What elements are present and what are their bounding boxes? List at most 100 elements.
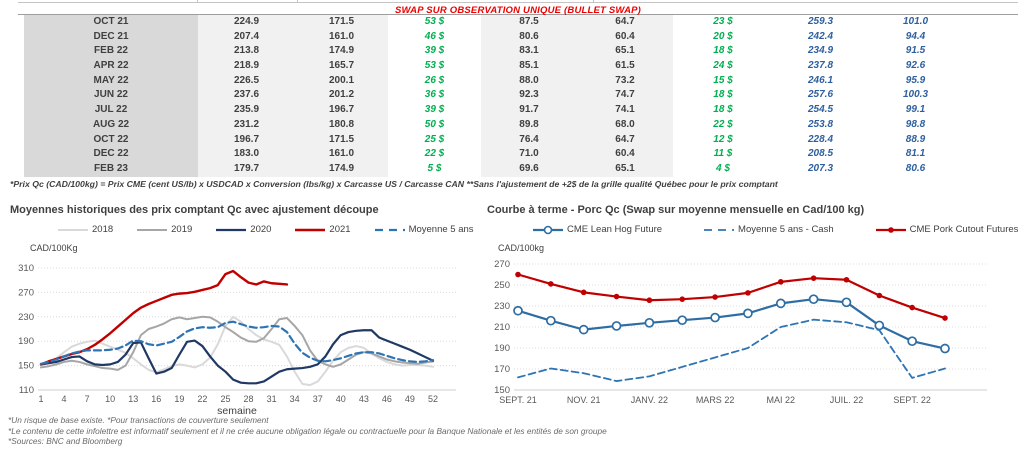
data-point-marker <box>613 293 620 300</box>
value-cell: 207.4 <box>198 29 295 45</box>
value-cell: 207.3 <box>807 162 834 174</box>
value-cell: 26 $ <box>424 74 445 86</box>
value-cell: 161.0 <box>295 147 388 162</box>
table-top-border <box>18 2 1018 3</box>
data-point-marker <box>548 281 554 287</box>
table-top-divider <box>197 0 198 3</box>
value-cell: 18 $ <box>713 45 733 57</box>
data-point-marker <box>940 343 950 354</box>
value-cell: 234.9 <box>807 45 834 57</box>
right-chart-title: Courbe à terme - Porc Qc (Swap sur moyen… <box>487 204 865 216</box>
legend-label: 2021 <box>329 224 351 235</box>
value-cell: 237.8 <box>807 60 834 72</box>
value-cell: 226.5 <box>198 73 295 89</box>
x-tick-label: JANV. 22 <box>631 395 668 405</box>
data-point-marker <box>545 315 556 326</box>
legend-label: 2018 <box>92 224 114 235</box>
legend-swatch <box>704 228 735 231</box>
data-point-marker <box>841 297 852 308</box>
month-cell: DEC 22 <box>24 147 198 162</box>
value-cell: 94.4 <box>905 30 926 42</box>
value-cell: 180.8 <box>295 117 388 133</box>
value-cell: 83.1 <box>481 44 577 60</box>
value-cell: 71.0 <box>481 147 577 162</box>
value-cell: 23 $ <box>713 16 733 27</box>
value-cell: 98.8 <box>905 118 926 130</box>
value-cell: 89.8 <box>481 117 577 133</box>
legend-swatch <box>374 228 405 231</box>
table-top-divider <box>593 0 594 3</box>
value-cell: 208.5 <box>807 148 834 160</box>
y-tick-label: 110 <box>19 385 34 396</box>
y-tick-label: 150 <box>494 385 510 396</box>
value-cell: 85.1 <box>481 59 577 74</box>
value-cell: 60.4 <box>577 147 673 162</box>
month-cell: FEB 23 <box>24 161 198 177</box>
value-cell: 231.2 <box>198 117 295 133</box>
data-point-marker <box>710 312 720 323</box>
x-axis-title: semaine <box>217 405 257 416</box>
month-cell: AUG 22 <box>24 117 198 133</box>
value-cell: 87.5 <box>481 15 577 30</box>
right-chart-plot: 150 170 190 210 230 250 270 SEPT. 21 NOV. 21 JANV… <box>494 259 987 405</box>
value-cell: 201.2 <box>295 88 388 104</box>
value-cell: 92.3 <box>481 88 577 104</box>
value-cell: 80.6 <box>481 29 577 45</box>
legend-swatch <box>58 228 88 231</box>
value-cell: 53 $ <box>424 16 445 27</box>
value-cell: 99.1 <box>905 104 926 116</box>
data-point-marker <box>777 279 784 285</box>
value-cell: 91.7 <box>481 103 577 118</box>
x-tick-label: 40 <box>336 394 346 404</box>
x-tick-label: 10 <box>105 394 115 404</box>
series-cme-lean-hog-future-line <box>516 298 947 350</box>
series-2020-line <box>39 329 435 385</box>
value-cell: 22 $ <box>424 148 445 160</box>
data-point-marker <box>578 324 589 335</box>
x-tick-label: 37 <box>313 394 323 404</box>
month-cell: OCT 21 <box>24 15 198 30</box>
data-point-marker <box>513 305 523 316</box>
value-cell: 60.4 <box>577 29 673 45</box>
legend-label: 2019 <box>171 224 193 235</box>
footnote-legal: *Le contenu de cette infolettre est info… <box>8 425 607 436</box>
data-point-marker <box>644 317 655 328</box>
value-cell: 161.0 <box>295 29 388 45</box>
series-2018-line <box>40 315 434 387</box>
data-point-marker <box>745 290 751 296</box>
legend-item: 2020 <box>216 224 271 235</box>
swap-table: OCT 21 224.9 171.5 53 $87.5 64.7 23 $259.3 101… <box>24 15 963 177</box>
legend-label: CME Pork Cutout Futures <box>909 224 1019 235</box>
value-cell: 257.6 <box>807 89 834 101</box>
x-tick-label: 43 <box>359 394 369 404</box>
y-tick-label: 270 <box>18 287 34 298</box>
y-tick-label: 250 <box>494 280 510 291</box>
month-cell: JUN 22 <box>24 88 198 104</box>
legend-item: Moyenne 5 ans <box>374 224 474 235</box>
value-cell: 242.4 <box>807 30 834 42</box>
legend-swatch <box>216 228 247 231</box>
x-tick-label: 19 <box>174 394 184 404</box>
value-cell: 237.6 <box>198 88 295 104</box>
value-cell: 74.1 <box>577 103 673 118</box>
y-tick-label: 190 <box>18 336 34 347</box>
legend-item: 2021 <box>295 224 351 235</box>
value-cell: 81.1 <box>905 148 926 160</box>
data-point-marker <box>874 320 885 331</box>
value-cell: 95.9 <box>905 74 926 86</box>
y-tick-label: 230 <box>18 312 34 323</box>
value-cell: 179.7 <box>198 161 295 177</box>
left-chart-y-unit: CAD/100Kg <box>30 243 78 253</box>
value-cell: 224.9 <box>198 15 295 30</box>
value-cell: 213.8 <box>198 44 295 60</box>
data-point-marker <box>843 276 850 283</box>
value-cell: 218.9 <box>198 59 295 74</box>
data-point-marker <box>942 315 948 321</box>
data-point-marker <box>743 308 753 319</box>
value-cell: 12 $ <box>713 133 733 145</box>
legend-swatch <box>533 225 563 234</box>
value-cell: 73.2 <box>577 73 673 89</box>
legend-item: Moyenne 5 ans - Cash <box>704 224 834 235</box>
value-cell: 64.7 <box>577 15 673 30</box>
value-cell: 11 $ <box>713 148 733 160</box>
